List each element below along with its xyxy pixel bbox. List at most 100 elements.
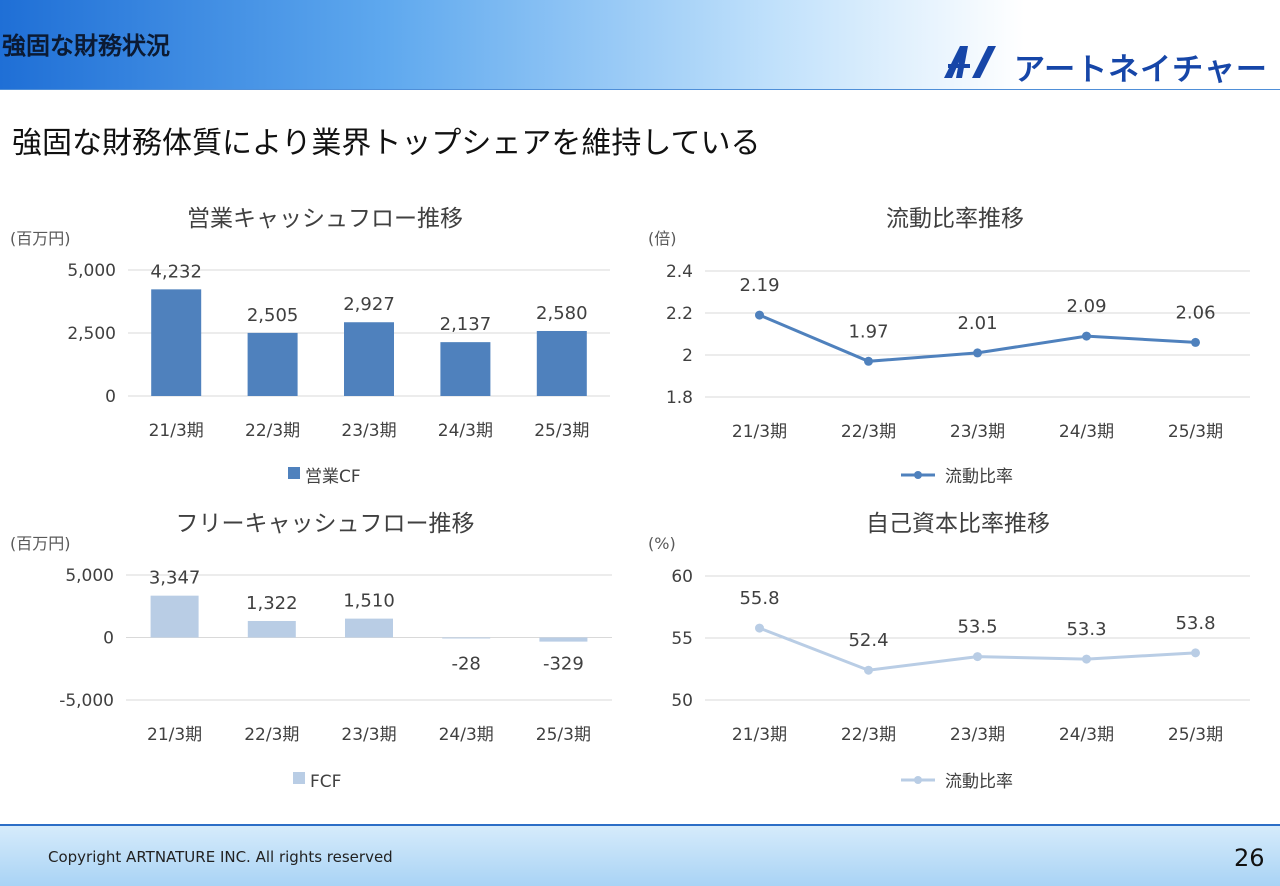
- data-label: -28: [451, 654, 480, 675]
- data-point: [973, 652, 982, 662]
- bar: [150, 595, 199, 638]
- y-axis-unit: (%): [648, 534, 676, 553]
- footer-band: [0, 824, 1280, 886]
- data-label: 2.19: [739, 275, 779, 296]
- data-label: 52.4: [848, 630, 888, 651]
- data-label: 4,232: [150, 261, 202, 282]
- y-tick-label: 60: [671, 567, 693, 587]
- x-tick-label: 23/3期: [341, 421, 396, 441]
- x-tick-label: 24/3期: [439, 725, 494, 745]
- x-tick-label: 23/3期: [341, 725, 396, 745]
- y-tick-label: 2.2: [666, 304, 693, 324]
- x-tick-label: 22/3期: [245, 421, 300, 441]
- data-label: 2,137: [440, 314, 492, 335]
- bar: [536, 330, 587, 396]
- data-point: [755, 310, 764, 320]
- y-tick-label: 1.8: [666, 388, 693, 408]
- data-point: [1082, 654, 1091, 664]
- x-tick-label: 21/3期: [149, 421, 204, 441]
- data-label: 53.3: [1066, 619, 1106, 640]
- free-cf-chart: フリーキャッシュフロー推移 (百万円) 5,000 0 -5,000 21/3期 22/3期…: [0, 500, 640, 800]
- legend-swatch: [288, 467, 300, 479]
- data-point: [973, 348, 982, 358]
- legend-label: 営業CF: [305, 467, 361, 487]
- legend-marker: [914, 776, 922, 784]
- bar: [345, 618, 393, 638]
- data-label: -329: [543, 654, 584, 675]
- x-tick-label: 24/3期: [1059, 422, 1114, 442]
- chart-title: 自己資本比率推移: [866, 511, 1050, 537]
- data-label: 55.8: [739, 588, 779, 609]
- y-tick-label: 55: [671, 629, 693, 649]
- data-point: [1191, 648, 1200, 658]
- y-tick-label: 5,000: [65, 566, 114, 586]
- data-label: 2,505: [247, 305, 299, 326]
- legend-swatch: [293, 772, 305, 784]
- bar: [344, 322, 394, 396]
- current-ratio-chart: 流動比率推移 (倍) 2.4 2.2 2 1.8 21/3期 22/3期 23/3期 24/3期 2…: [640, 195, 1280, 495]
- y-tick-label: 2,500: [67, 324, 116, 344]
- x-tick-label: 21/3期: [147, 725, 202, 745]
- y-tick-label: -5,000: [59, 691, 114, 711]
- bar: [247, 332, 298, 396]
- bar: [151, 289, 202, 396]
- bar: [539, 637, 588, 642]
- data-label: 53.8: [1175, 613, 1215, 634]
- data-label: 1.97: [848, 321, 888, 342]
- bar: [247, 620, 296, 638]
- chart-title: フリーキャッシュフロー推移: [176, 511, 475, 537]
- x-tick-label: 22/3期: [841, 422, 896, 442]
- data-point: [755, 623, 764, 633]
- bar: [442, 637, 491, 639]
- data-label: 2.01: [957, 313, 997, 334]
- x-tick-label: 22/3期: [841, 725, 896, 745]
- y-tick-label: 2.4: [666, 262, 693, 282]
- data-point: [864, 356, 873, 366]
- data-point: [1082, 331, 1091, 341]
- footer-divider: [0, 824, 1280, 826]
- x-tick-label: 23/3期: [950, 422, 1005, 442]
- x-tick-label: 23/3期: [950, 725, 1005, 745]
- data-label: 53.5: [957, 617, 997, 638]
- y-axis-unit: (百万円): [10, 534, 71, 553]
- x-tick-label: 21/3期: [732, 422, 787, 442]
- data-label: 1,322: [246, 593, 298, 614]
- y-tick-label: 2: [682, 346, 693, 366]
- x-tick-label: 25/3期: [1168, 422, 1223, 442]
- legend-label: FCF: [310, 772, 341, 792]
- x-tick-label: 25/3期: [534, 421, 589, 441]
- page-number: 26: [1234, 844, 1265, 872]
- chart-svg: 自己資本比率推移 (%) 60 55 50 21/3期 22/3期 23/3期 24/3期 25/…: [648, 511, 1250, 792]
- logo-text: アートネイチャー: [1014, 52, 1268, 88]
- copyright-text: Copyright ARTNATURE INC. All rights rese…: [48, 848, 393, 866]
- legend-label: 流動比率: [945, 772, 1013, 792]
- y-tick-label: 5,000: [67, 261, 116, 281]
- data-label: 2,580: [536, 303, 588, 324]
- data-point: [1191, 337, 1200, 347]
- header-band: [0, 0, 1280, 90]
- header-divider: [0, 89, 1280, 90]
- x-tick-label: 24/3期: [438, 421, 493, 441]
- bar: [440, 342, 491, 396]
- data-label: 2.09: [1066, 296, 1106, 317]
- chart-title: 営業キャッシュフロー推移: [187, 206, 463, 232]
- data-label: 2.06: [1175, 302, 1215, 323]
- x-tick-label: 21/3期: [732, 725, 787, 745]
- equity-ratio-chart: 自己資本比率推移 (%) 60 55 50 21/3期 22/3期 23/3期 24/3期 25/…: [640, 500, 1280, 800]
- logo-mark-icon: [944, 46, 996, 78]
- y-tick-label: 50: [671, 691, 693, 711]
- legend-label: 流動比率: [945, 467, 1013, 487]
- headline: 強固な財務体質により業界トップシェアを維持している: [12, 126, 761, 161]
- operating-cf-chart: 営業キャッシュフロー推移 (百万円) 5,000 2,500 0 21/3期 22/3期 23…: [0, 195, 640, 495]
- y-tick-label: 0: [105, 387, 116, 407]
- x-tick-label: 22/3期: [244, 725, 299, 745]
- x-tick-label: 25/3期: [536, 725, 591, 745]
- company-logo: アートネイチャー: [942, 44, 1267, 88]
- x-tick-label: 25/3期: [1168, 725, 1223, 745]
- chart-svg: 流動比率推移 (倍) 2.4 2.2 2 1.8 21/3期 22/3期 23/3期 24/3期 2…: [648, 206, 1250, 487]
- chart-title: 流動比率推移: [886, 206, 1024, 232]
- y-tick-label: 0: [103, 629, 114, 649]
- chart-svg: フリーキャッシュフロー推移 (百万円) 5,000 0 -5,000 21/3期 22/3期…: [10, 511, 612, 792]
- y-axis-unit: (百万円): [10, 229, 71, 248]
- legend-marker: [914, 471, 922, 479]
